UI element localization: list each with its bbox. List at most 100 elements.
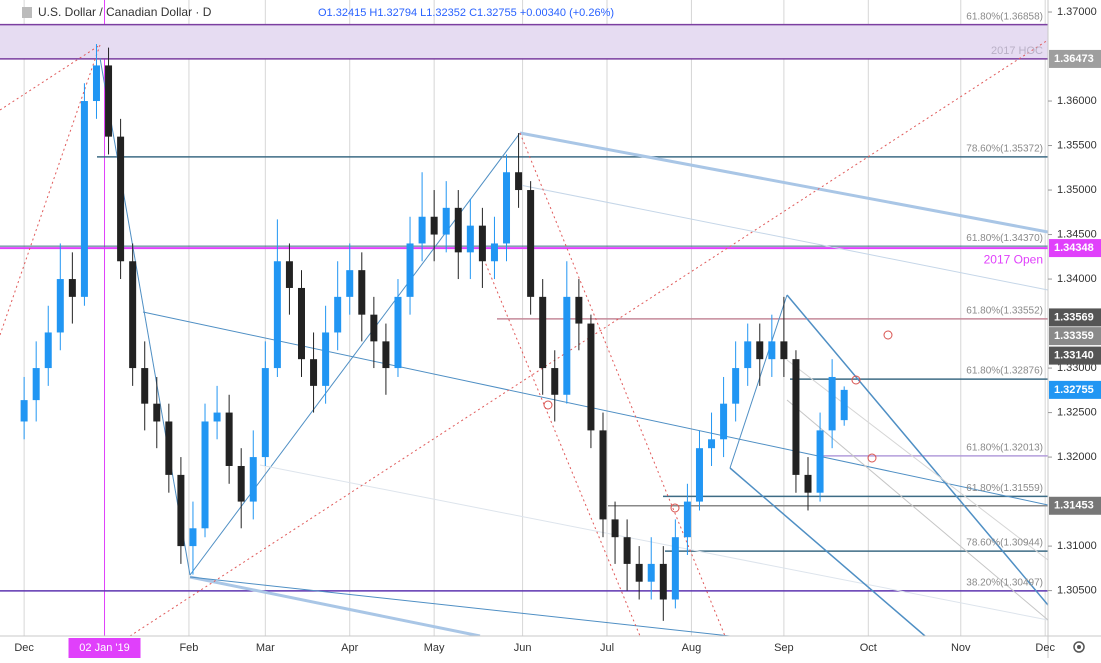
marker-circle (670, 503, 680, 513)
fork-handle (729, 294, 788, 469)
candle-body (478, 225, 486, 262)
level-label: 61.80%(1.34370) (966, 233, 1043, 244)
fork-handle (189, 132, 521, 576)
x-tick-label: Apr (341, 642, 358, 654)
x-tick-label: Sep (774, 642, 794, 654)
pitchfork-line (519, 184, 1048, 291)
candle-body (840, 389, 848, 421)
level-label: 38.20%(1.30497) (966, 578, 1043, 589)
candle-body (370, 314, 378, 342)
price-badge (1049, 308, 1101, 327)
candle-body (117, 136, 125, 262)
settings-gear[interactable] (1073, 641, 1085, 653)
x-tick-label: Mar (256, 642, 275, 654)
candle-body (249, 457, 257, 502)
price-badge-label: 1.33140 (1054, 350, 1094, 362)
candle-body (720, 403, 728, 440)
settings-gear-center[interactable] (1077, 645, 1081, 649)
zone-label: 2017 HOC (991, 45, 1043, 57)
pitchfork-line (786, 294, 1048, 606)
drawings (0, 39, 1048, 636)
level-label: 61.80%(1.32876) (966, 366, 1043, 377)
resistance-zone (0, 24, 1048, 59)
candle-body (56, 279, 64, 333)
candle-body (237, 465, 245, 502)
x-tick-label: Jul (600, 642, 614, 654)
trend-line (0, 44, 101, 336)
candle-body (732, 368, 740, 404)
y-tick-label: 1.34500 (1057, 228, 1097, 240)
candle-body (394, 296, 402, 369)
candle-body (141, 368, 149, 404)
candle-body (539, 296, 547, 369)
candle-body (80, 101, 88, 297)
candle-body (285, 261, 293, 288)
candle-body (816, 430, 824, 493)
candle-body (358, 270, 366, 315)
x-tick-label: Jun (514, 642, 532, 654)
candle-body (68, 279, 76, 297)
candle-body (659, 563, 667, 600)
price-badge (1049, 496, 1101, 515)
level-label: 78.60%(1.30944) (966, 538, 1043, 549)
y-tick-label: 1.31000 (1057, 540, 1097, 552)
candle-body (780, 341, 788, 360)
ohlc-readout: O1.32415 H1.32794 L1.32352 C1.32755 +0.0… (318, 7, 614, 19)
candle-body (708, 439, 716, 449)
candle-body (189, 528, 197, 547)
pitchfork-line (519, 131, 1048, 234)
candle-body (563, 296, 571, 395)
candle-body (165, 421, 173, 475)
candle-body (695, 448, 703, 502)
date-marker-badge (68, 638, 141, 658)
price-badge-label: 1.33569 (1054, 311, 1094, 323)
candle-body (177, 474, 185, 547)
candle-body (792, 359, 800, 475)
candle-body (551, 368, 559, 395)
candle-body (623, 537, 631, 564)
candle-body (575, 296, 583, 324)
level-label: 61.80%(1.36858) (966, 11, 1043, 22)
level-label: 61.80%(1.32013) (966, 443, 1043, 454)
marker-circle (851, 375, 861, 385)
marker-circle (883, 330, 893, 340)
axis-layer: Dec Feb Mar Apr May Jun Jul Aug Sep Oct Nov Dec 02 J… (14, 6, 1101, 658)
y-tick-label: 1.35000 (1057, 184, 1097, 196)
y-tick-label: 1.34000 (1057, 273, 1097, 285)
candle-body (334, 296, 342, 333)
level-label: 2017 Open (984, 252, 1043, 266)
candle-body (92, 65, 100, 102)
y-tick-label: 1.32500 (1057, 406, 1097, 418)
pitchfork-line (189, 576, 731, 636)
candle-body (213, 412, 221, 422)
candle-body (683, 501, 691, 538)
x-tick-label: Dec (14, 642, 34, 654)
pitchfork-line (142, 311, 1048, 506)
labels-layer: 2017 HOC 61.80%(1.36858) 78.60%(1.35372) 61… (966, 11, 1043, 588)
marker-circle (543, 400, 553, 410)
candle-body (322, 332, 330, 386)
candle-body (201, 421, 209, 529)
level-label: 61.80%(1.33552) (966, 306, 1043, 317)
date-marker-label: 02 Jan '19 (79, 642, 129, 654)
pitchfork-line (729, 467, 926, 636)
chart-title: U.S. Dollar / Canadian Dollar · D (38, 5, 212, 19)
price-badge (1049, 327, 1101, 346)
candle-body (587, 323, 595, 431)
settings-icon[interactable] (1073, 641, 1085, 653)
price-badge-label: 1.31453 (1054, 500, 1094, 512)
candle-body (310, 359, 318, 386)
y-tick-label: 1.37000 (1057, 6, 1097, 18)
candle-body (430, 216, 438, 235)
candle-body (503, 172, 511, 244)
trend-line (519, 132, 726, 636)
candle-body (466, 225, 474, 253)
price-badge-label: 1.34348 (1054, 242, 1094, 254)
candle-body (490, 243, 498, 262)
candle-body (261, 368, 269, 458)
symbol-icon (22, 7, 32, 18)
pitchfork-line (259, 464, 1048, 621)
x-tick-label: Nov (951, 642, 971, 654)
